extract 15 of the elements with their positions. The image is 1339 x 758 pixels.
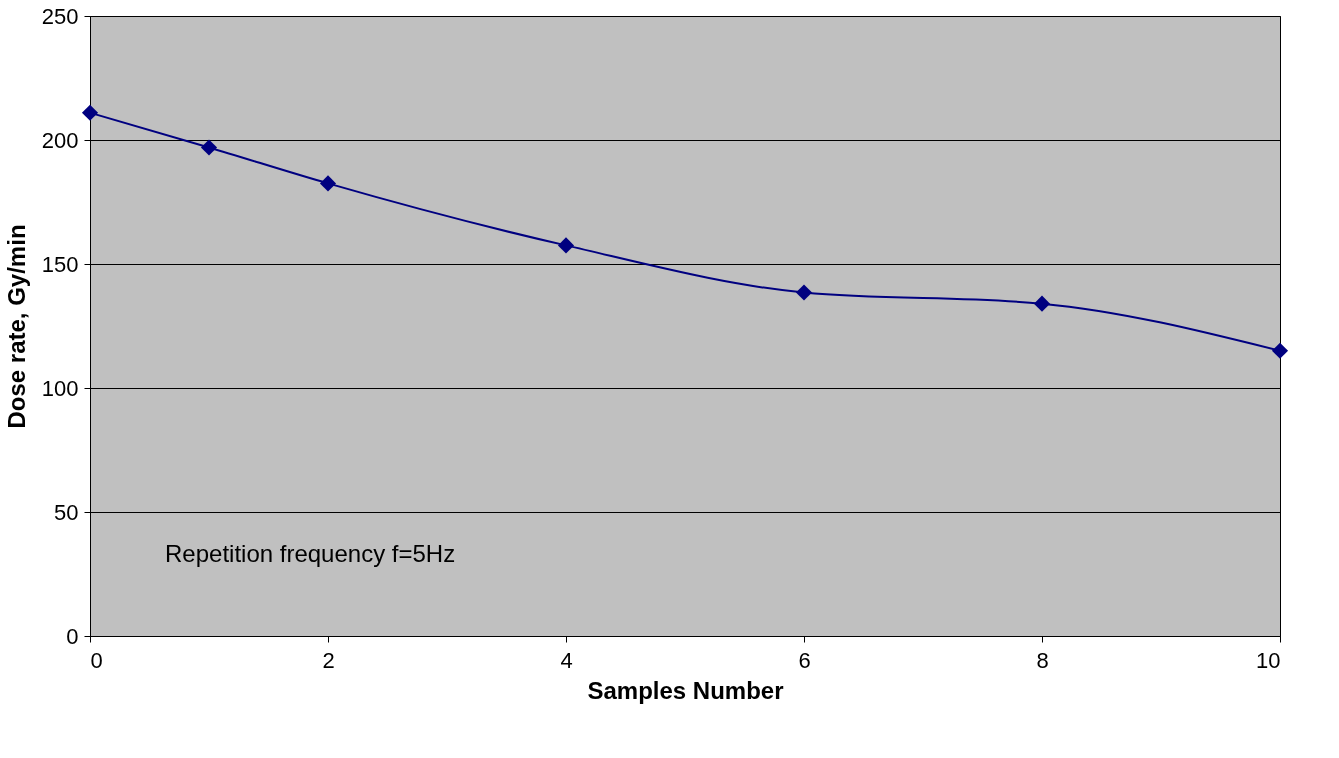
y-tick-label: 200 xyxy=(41,127,79,153)
y-tick-label: 50 xyxy=(54,499,79,525)
y-tick-label: 0 xyxy=(66,623,79,649)
x-axis-title: Samples Number xyxy=(587,676,784,704)
x-tick-label: 8 xyxy=(1036,647,1049,673)
x-tick-label: 10 xyxy=(1256,647,1281,673)
x-tick-label: 0 xyxy=(90,647,103,673)
y-tick-label: 250 xyxy=(41,3,79,29)
annotation: Repetition frequency f=5Hz xyxy=(165,540,456,567)
x-tick-label: 6 xyxy=(798,647,811,673)
y-axis-title: Dose rate, Gy/min xyxy=(2,224,30,429)
y-tick-label: 100 xyxy=(41,375,79,401)
x-tick-label: 2 xyxy=(322,647,335,673)
y-tick-label: 150 xyxy=(41,251,79,277)
x-tick-label: 4 xyxy=(560,647,573,673)
